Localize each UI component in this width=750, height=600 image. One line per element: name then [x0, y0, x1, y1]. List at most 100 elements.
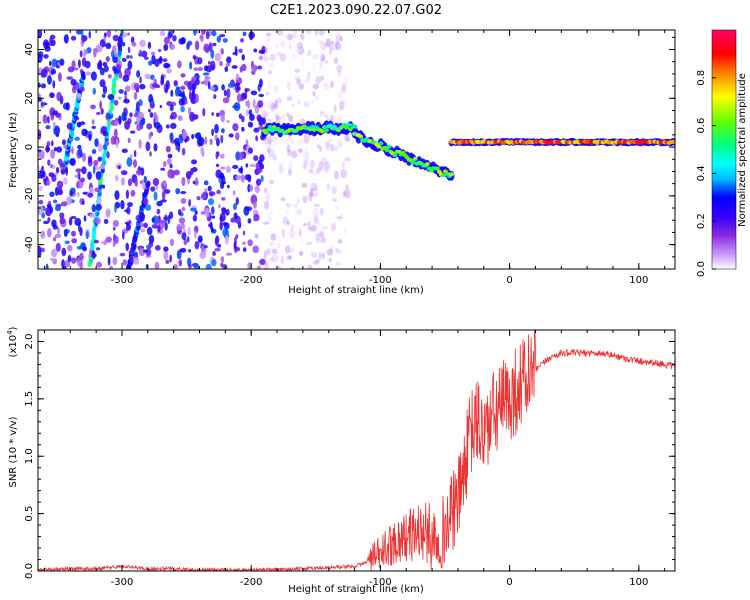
spectral-blob [126, 206, 131, 215]
spectral-blob [287, 81, 291, 91]
spectral-blob [131, 41, 137, 47]
spectral-blob [267, 135, 272, 145]
spectral-blob [178, 98, 185, 106]
y-tick-label: -20 [24, 188, 35, 204]
spectral-blob [159, 56, 163, 64]
colorbar-frame [711, 29, 737, 270]
spectral-blob [322, 163, 329, 174]
spectral-blob [294, 45, 302, 54]
spectral-blob [185, 170, 192, 180]
spectral-blob [102, 184, 106, 189]
spectral-blob [105, 236, 112, 243]
spectral-blob [307, 49, 312, 56]
spectral-blob [316, 167, 322, 173]
spectral-blob [238, 167, 243, 173]
spectral-blob [79, 50, 83, 58]
spectral-blob [249, 113, 255, 121]
y-tick-label: 1.5 [24, 391, 35, 407]
spectral-blob [300, 32, 305, 41]
spectral-blob [287, 149, 292, 157]
spectral-blob [180, 190, 187, 195]
spectral-blob [87, 156, 93, 164]
spectral-blob [253, 201, 257, 209]
spectral-blob [251, 64, 258, 73]
colorbar-ticks: 0.0 0.2 0.4 0.6 0.8 [696, 70, 716, 277]
spectral-blob [172, 35, 177, 42]
spectral-blob [298, 83, 305, 90]
spectral-blob [266, 212, 274, 223]
spectral-blob [230, 217, 236, 223]
spectral-blob [241, 126, 245, 132]
spectral-blob [319, 207, 324, 217]
spectral-blob [324, 42, 332, 48]
spectral-blob [220, 113, 225, 123]
spectral-blob [187, 248, 192, 253]
spectral-blob [180, 247, 187, 253]
spectral-blob [303, 159, 309, 167]
spectral-blob [336, 216, 343, 220]
spectral-blob [80, 86, 85, 92]
spectral-blob [318, 229, 325, 239]
spectral-blob [187, 107, 192, 115]
spectral-blob [297, 138, 304, 146]
spectral-blob [97, 196, 102, 206]
spectral-blob [213, 94, 217, 100]
spectral-blob [114, 118, 119, 127]
spectral-blob [49, 191, 55, 198]
spectral-blob [309, 159, 315, 168]
spectral-blob [84, 60, 91, 69]
spectral-blob [326, 248, 334, 256]
spectral-blob [348, 127, 354, 132]
spectral-blob [233, 212, 238, 220]
spectral-blob [81, 128, 88, 137]
spectral-blob [163, 36, 170, 45]
spectral-blob [241, 54, 245, 61]
snr-x-label: Height of straight line (km) [288, 584, 424, 595]
spectral-blob [219, 172, 225, 180]
spectral-blob [105, 140, 110, 146]
spectral-blob [275, 51, 283, 57]
spectral-blob [75, 93, 83, 99]
spectral-blob [263, 200, 270, 210]
spectral-blob [155, 245, 161, 251]
spectral-blob [45, 125, 51, 130]
spectral-blob [272, 136, 279, 140]
spectral-blob [82, 246, 88, 252]
spectral-blob [314, 30, 318, 37]
spectral-blob [335, 261, 341, 267]
spectral-blob [75, 30, 82, 35]
spectral-blob [95, 217, 101, 225]
spectral-blob [144, 204, 152, 211]
spectral-blob [303, 101, 310, 107]
spectral-blob [254, 185, 261, 194]
spectral-blob [96, 111, 101, 115]
spectral-blob [321, 125, 327, 130]
spectral-blob [376, 144, 382, 149]
spectral-blob [114, 30, 118, 33]
spectral-blob [335, 33, 341, 44]
spectral-blob [97, 156, 102, 162]
spectral-blob [156, 200, 163, 207]
spectral-blob [225, 252, 233, 256]
spectral-blob [52, 80, 56, 89]
spectral-blob [82, 152, 86, 163]
spectral-blob [265, 32, 272, 37]
spectral-blob [288, 255, 292, 260]
spectral-blob [253, 155, 259, 162]
spectral-blob [169, 43, 176, 51]
spectral-blob [306, 52, 312, 57]
spectral-blob [271, 144, 277, 149]
spectral-blob [177, 115, 183, 121]
spectral-blob [319, 232, 325, 238]
spectral-blob [307, 264, 313, 269]
spectral-blob [124, 221, 130, 225]
spectral-blob [129, 154, 133, 158]
spectral-blob [78, 59, 81, 68]
spectral-blob [150, 100, 155, 105]
spectral-blob [302, 165, 307, 170]
spectral-blob [219, 34, 226, 38]
spectral-blob [224, 66, 229, 73]
snr-panel: -300 -200 -100 0 100 0.0 0.5 1.0 1.5 2.0 Height … [6, 326, 676, 595]
spectral-blob [113, 99, 119, 106]
spectral-blob [112, 34, 119, 42]
